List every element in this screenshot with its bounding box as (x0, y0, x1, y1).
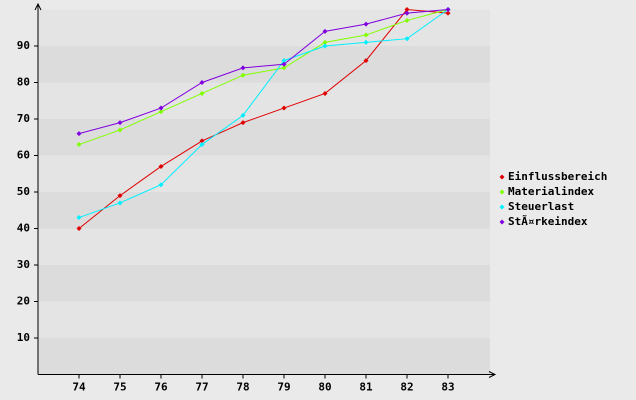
grid-band (38, 119, 490, 156)
data-point (240, 112, 246, 118)
y-axis-arrow (34, 2, 42, 11)
data-point (281, 65, 287, 71)
data-point (240, 120, 246, 126)
x-tick-label: 81 (359, 381, 373, 394)
grid-band (38, 265, 490, 302)
grid-band (38, 338, 490, 375)
data-point (363, 39, 369, 45)
legend-label: Steuerlast (508, 200, 574, 213)
data-point (158, 163, 164, 169)
data-point (117, 200, 123, 206)
x-tick-label: 76 (154, 381, 168, 394)
x-tick-label: 77 (195, 381, 208, 394)
data-point (404, 7, 410, 12)
grid-band (38, 301, 490, 338)
x-tick-label: 78 (236, 381, 249, 394)
data-point (322, 28, 328, 34)
data-point (322, 90, 328, 96)
y-tick-label: 10 (17, 331, 30, 344)
legend-marker (499, 204, 505, 210)
data-point (322, 43, 328, 49)
x-axis-arrow (488, 371, 497, 378)
data-point (158, 105, 164, 111)
data-point (76, 215, 82, 221)
data-point (363, 32, 369, 38)
data-point (158, 182, 164, 188)
legend-label: Materialindex (508, 185, 594, 198)
data-point (117, 120, 123, 126)
y-tick-label: 30 (17, 258, 30, 271)
x-tick-label: 80 (318, 381, 331, 394)
data-point (117, 193, 123, 199)
data-point (199, 142, 205, 148)
grid-band (38, 228, 490, 265)
grid-band (38, 9, 490, 46)
data-point (322, 39, 328, 45)
grid-band (38, 46, 490, 83)
legend-marker (499, 189, 505, 195)
y-tick-label: 20 (17, 295, 30, 308)
data-point (117, 127, 123, 133)
data-point (76, 226, 82, 231)
grid-band (38, 82, 490, 119)
y-tick-label: 70 (17, 112, 30, 125)
data-point (363, 21, 369, 27)
data-point (76, 142, 82, 148)
x-tick-label: 74 (72, 381, 86, 394)
x-tick-label: 79 (277, 381, 290, 394)
data-point (240, 65, 246, 71)
grid-band (38, 155, 490, 192)
grid-band (38, 192, 490, 229)
x-tick-label: 83 (441, 381, 454, 394)
legend-label: StÃ¤rkeindex (508, 215, 588, 228)
series-line (78, 8, 449, 229)
x-tick-label: 75 (113, 381, 126, 394)
data-point (199, 138, 205, 144)
data-point (404, 36, 410, 42)
data-point (158, 109, 164, 115)
data-point (363, 58, 369, 64)
data-point (445, 10, 451, 16)
data-point (281, 61, 287, 67)
data-point (281, 58, 287, 64)
series-line (78, 9, 449, 135)
x-tick-label: 82 (400, 381, 413, 394)
y-tick-label: 50 (17, 185, 30, 198)
data-point (445, 7, 451, 12)
y-tick-label: 80 (17, 76, 30, 89)
data-point (240, 72, 246, 78)
y-tick-label: 90 (17, 39, 30, 52)
legend-label: Einflussbereich (508, 170, 607, 183)
legend-marker (499, 219, 505, 225)
data-point (76, 131, 82, 137)
legend-marker (499, 174, 505, 180)
y-tick-label: 40 (17, 222, 30, 235)
data-point (199, 80, 205, 85)
series-line (78, 9, 449, 219)
data-point (199, 90, 205, 96)
series-line (78, 9, 449, 146)
y-tick-label: 60 (17, 149, 30, 162)
data-point (404, 10, 410, 16)
data-point (404, 17, 410, 23)
data-point (281, 105, 287, 111)
